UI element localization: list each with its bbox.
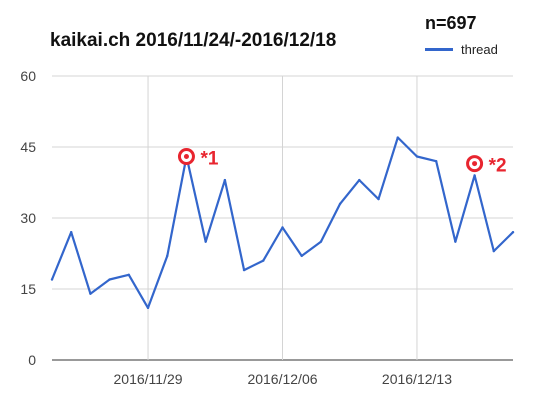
legend: thread: [425, 41, 498, 57]
data-point: [262, 259, 265, 262]
data-point: [50, 278, 54, 281]
legend-label-thread: thread: [461, 41, 498, 57]
y-tick-label: 45: [20, 139, 36, 155]
data-point: [396, 136, 399, 139]
data-point: [358, 178, 361, 182]
data-point: [300, 254, 303, 258]
x-tick-label: 2016/12/13: [382, 371, 452, 387]
data-point: [242, 268, 246, 272]
annotation-marker-center: [183, 153, 189, 159]
data-point: [89, 292, 92, 295]
chart-title: kaikai.ch 2016/11/24/-2016/12/18: [50, 30, 337, 51]
data-point: [415, 155, 419, 158]
data-point: [473, 174, 476, 177]
data-point: [338, 202, 342, 205]
data-point: [434, 160, 438, 163]
data-point: [223, 178, 227, 182]
data-point: [146, 306, 150, 310]
data-point: [70, 231, 73, 234]
data-point: [127, 273, 131, 276]
annotation-label: *1: [200, 148, 218, 169]
y-tick-label: 0: [28, 352, 36, 368]
data-point: [511, 231, 515, 234]
data-point: [377, 197, 380, 201]
x-tick-label: 2016/11/29: [114, 371, 183, 387]
y-tick-label: 15: [20, 281, 36, 297]
y-tick-label: 60: [20, 68, 36, 84]
data-point: [319, 240, 323, 243]
data-point: [166, 254, 169, 258]
legend-swatch-thread: [425, 47, 453, 51]
data-point: [492, 249, 495, 253]
data-point: [281, 226, 284, 229]
annotation-label: *2: [489, 156, 507, 177]
data-point: [108, 278, 111, 281]
x-tick-label: 2016/12/06: [247, 371, 317, 387]
data-point: [204, 240, 207, 243]
annotation-marker-center: [472, 161, 478, 167]
sample-count-label: n=697: [425, 13, 477, 33]
data-point: [454, 240, 457, 243]
y-tick-label: 30: [20, 210, 36, 226]
